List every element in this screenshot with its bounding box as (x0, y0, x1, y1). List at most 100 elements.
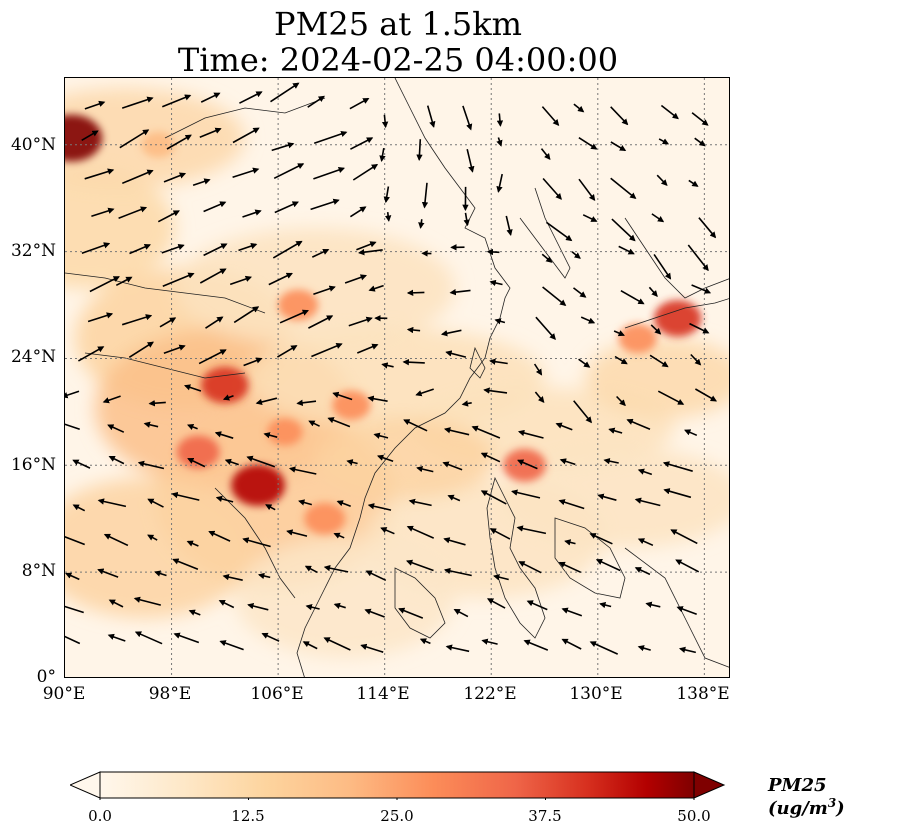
wind-arrow (107, 424, 125, 433)
wind-arrow (691, 284, 712, 294)
wind-arrow (663, 488, 692, 499)
wind-arrow (313, 130, 348, 144)
wind-arrow (421, 182, 429, 209)
wind-arrow (523, 639, 549, 651)
wind-arrow (578, 178, 596, 202)
wind-arrow (265, 504, 276, 511)
wind-arrow (616, 395, 626, 407)
lat-label-40n: 40°N (10, 135, 56, 155)
colorbar-tick-25: 25.0 (380, 807, 414, 825)
pm25-hotspot (65, 114, 103, 162)
lon-label-130e: 130°E (569, 684, 623, 704)
wind-arrow (634, 567, 651, 576)
wind-arrow (481, 638, 498, 645)
wind-arrow (657, 390, 685, 405)
wind-arrow (534, 391, 545, 403)
wind-arrow (313, 285, 336, 295)
pm25-hotspot (618, 323, 657, 354)
wind-arrow (383, 186, 390, 204)
wind-arrow (511, 489, 541, 499)
wind-arrow (356, 343, 379, 354)
colorbar-gradient (99, 771, 695, 799)
lon-label-106e: 106°E (250, 684, 304, 704)
wind-arrow (406, 289, 425, 297)
wind-arrow (327, 417, 351, 428)
wind-arrow (540, 148, 551, 161)
colorbar (70, 771, 726, 800)
wind-arrow (408, 498, 432, 507)
wind-arrow (684, 429, 698, 437)
wind-arrow (610, 177, 637, 200)
wind-arrow (352, 164, 379, 181)
colorbar-tick-50: 50.0 (677, 807, 711, 825)
wind-arrow (118, 206, 148, 219)
lon-label-98e: 98°E (148, 684, 192, 704)
wind-arrow (440, 329, 462, 337)
wind-arrow (403, 419, 428, 432)
wind-arrow (286, 529, 308, 537)
wind-arrow (311, 248, 330, 258)
lon-label-114e: 114°E (356, 684, 410, 704)
wind-arrow (239, 91, 263, 104)
wind-arrow (143, 421, 159, 428)
wind-arrow (157, 210, 180, 223)
wind-arrow (589, 641, 619, 655)
wind-arrow (480, 490, 507, 505)
wind-arrow (261, 632, 280, 642)
wind-arrow (364, 608, 385, 618)
wind-arrow (349, 206, 367, 218)
wind-arrow (695, 388, 718, 402)
wind-arrow (333, 602, 346, 609)
wind-arrow (626, 418, 651, 430)
wind-arrow (660, 104, 679, 120)
wind-arrow (518, 561, 542, 574)
colorbar-label-exponent: 3 (827, 796, 837, 810)
wind-arrow (405, 559, 434, 572)
wind-arrow (288, 466, 317, 475)
wind-arrow (247, 602, 269, 611)
wind-arrow (589, 533, 613, 545)
pm25-hotspots (65, 114, 702, 535)
wind-arrow (603, 458, 619, 465)
wind-arrow (381, 114, 389, 129)
wind-arrow (676, 606, 697, 616)
wind-arrow (453, 608, 469, 618)
wind-arrow (115, 276, 133, 287)
wind-arrow (89, 276, 120, 293)
wind-arrow (307, 95, 325, 108)
wind-arrow (493, 574, 509, 581)
map-title: PM25 at 1.5km (274, 5, 522, 43)
lon-label-138e: 138°E (676, 684, 730, 704)
wind-arrow (545, 221, 573, 242)
wind-arrow (81, 242, 111, 254)
wind-arrow (161, 94, 192, 108)
wind-arrow (689, 322, 710, 334)
wind-arrow (97, 568, 119, 578)
wind-arrow (608, 427, 623, 434)
colorbar-label-text: PM25 (ug/m (768, 775, 828, 819)
wind-arrow (84, 100, 106, 110)
wind-arrow (186, 540, 199, 547)
pm25-hotspot (231, 464, 286, 507)
wind-arrow (350, 137, 374, 150)
wind-arrow (559, 458, 576, 466)
wind-arrow (558, 499, 585, 510)
wind-arrow (246, 455, 276, 468)
colorbar-high-extend (693, 771, 726, 799)
wind-arrow (418, 219, 425, 229)
wind-arrow (187, 457, 206, 468)
wind-arrow (379, 147, 386, 162)
wind-arrow (496, 173, 503, 193)
wind-arrow (555, 422, 573, 431)
wind-arrow (81, 130, 99, 141)
wind-arrow (276, 345, 298, 358)
wind-arrow (466, 149, 475, 173)
wind-arrow (313, 166, 346, 180)
wind-arrow (380, 527, 395, 535)
wind-arrow (147, 534, 158, 541)
wind-arrow (65, 535, 85, 546)
wind-arrow (610, 141, 627, 152)
wind-arrow (419, 638, 431, 645)
wind-arrow (173, 632, 200, 644)
wind-arrow (279, 309, 309, 324)
